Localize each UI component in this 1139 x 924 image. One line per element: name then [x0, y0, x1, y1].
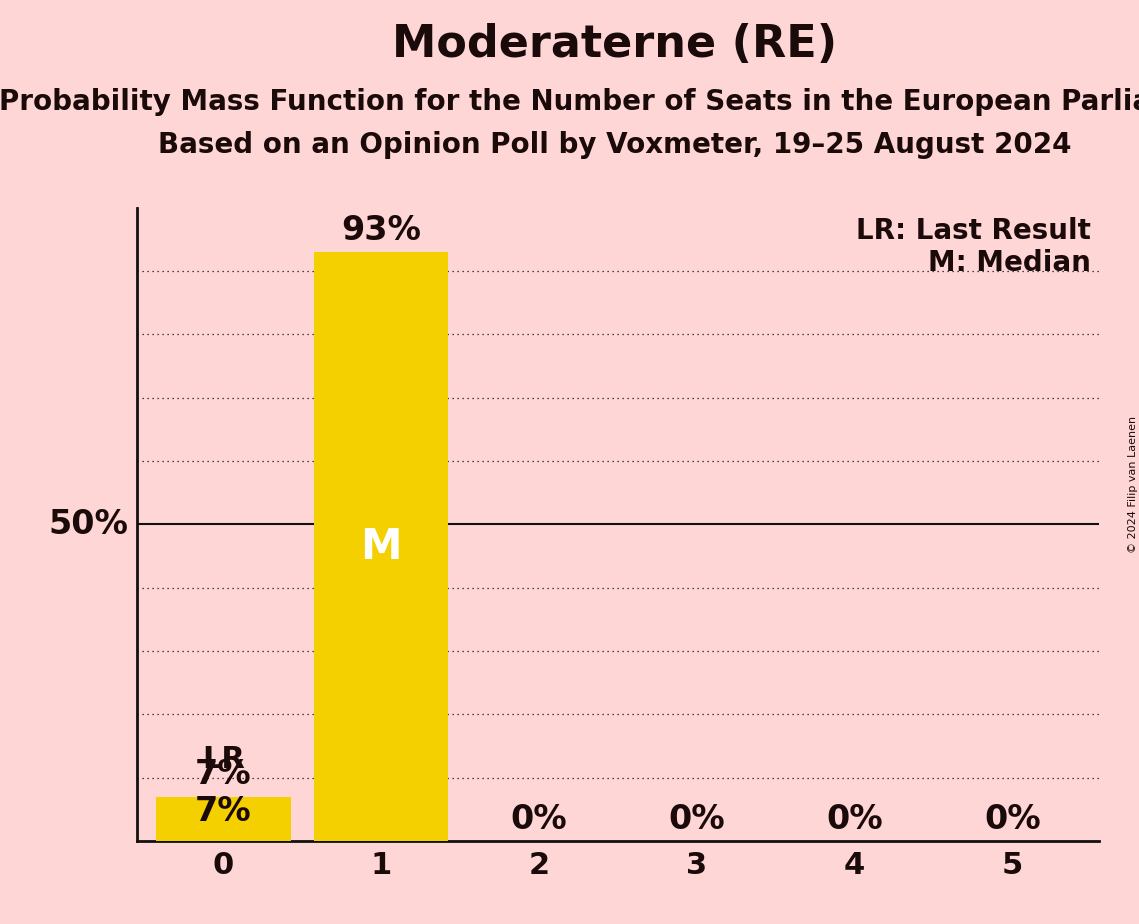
Text: © 2024 Filip van Laenen: © 2024 Filip van Laenen [1129, 416, 1138, 553]
Text: Probability Mass Function for the Number of Seats in the European Parliament: Probability Mass Function for the Number… [0, 88, 1139, 116]
Text: LR: LR [202, 746, 245, 774]
Text: 0%: 0% [510, 803, 567, 836]
Text: M: M [360, 526, 402, 567]
Text: LR: Last Result: LR: Last Result [857, 217, 1091, 246]
Text: 50%: 50% [49, 508, 129, 541]
Text: Based on an Opinion Poll by Voxmeter, 19–25 August 2024: Based on an Opinion Poll by Voxmeter, 19… [158, 131, 1072, 159]
Text: 0%: 0% [826, 803, 883, 836]
Text: 7%: 7% [195, 795, 252, 828]
Text: M: Median: M: Median [928, 249, 1091, 277]
Text: 93%: 93% [342, 214, 421, 247]
Text: 7%: 7% [195, 759, 252, 792]
Bar [314, 252, 449, 841]
Bar [156, 796, 290, 841]
Text: 0%: 0% [984, 803, 1041, 836]
Text: 0%: 0% [669, 803, 726, 836]
Text: Moderaterne (RE): Moderaterne (RE) [393, 23, 837, 67]
